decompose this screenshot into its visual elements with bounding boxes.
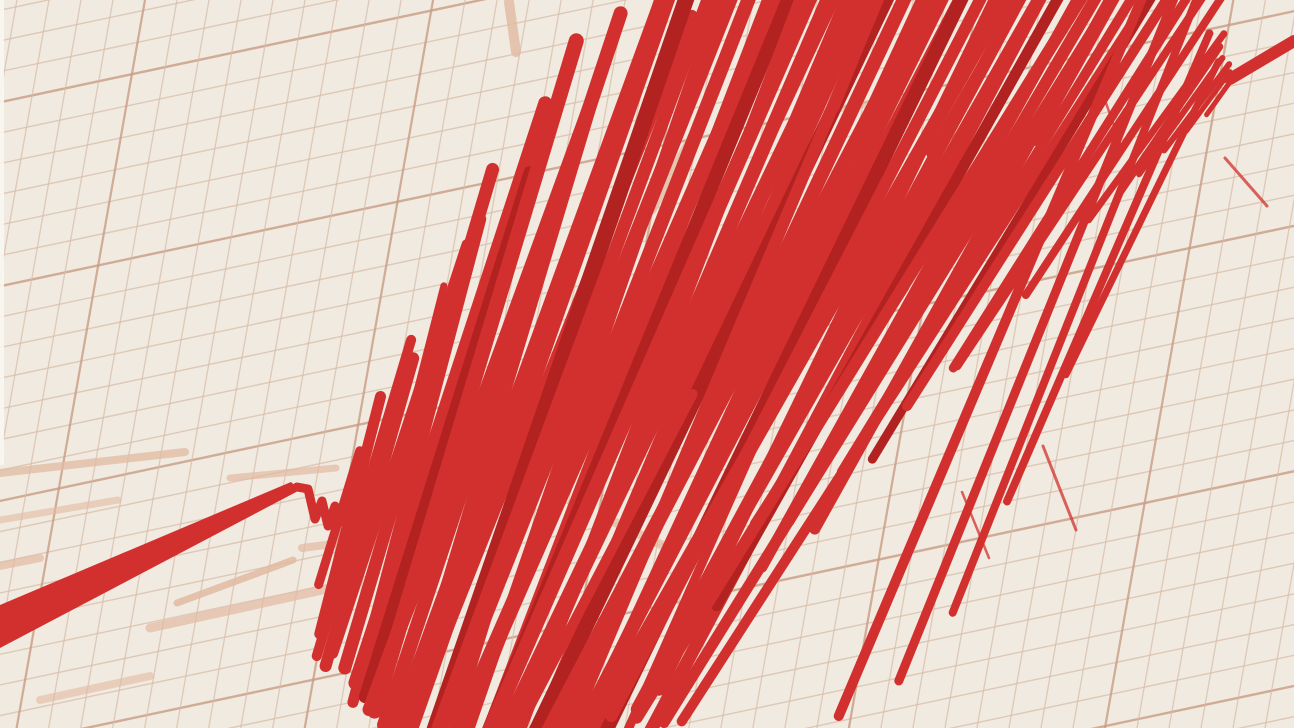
shock-stroke [833, 0, 1147, 722]
shock-stroke [658, 0, 1118, 728]
shock-stroke [497, 0, 864, 728]
shock-stroke [1021, 0, 1225, 300]
shock-stroke [1085, 30, 1228, 224]
shock-stroke [311, 334, 417, 662]
shock-stroke [583, 0, 1014, 728]
shock-stroke [348, 96, 553, 690]
hairline-stroke [960, 490, 991, 560]
shock-stroke [405, 282, 448, 425]
shock-stroke [894, 0, 1179, 686]
shock-stroke [431, 0, 715, 728]
shock-stroke [1183, 69, 1233, 134]
shock-stroke [1031, 0, 1120, 146]
shock-stroke [426, 0, 695, 728]
hairline-stroke [1041, 444, 1078, 532]
shock-stroke [381, 493, 459, 679]
p-wave-zigzag [292, 482, 347, 531]
shock-stroke [749, 284, 910, 527]
shock-stroke [1003, 29, 1214, 506]
shock-stroke [831, 0, 884, 113]
shock-stroke [529, 0, 894, 728]
shock-stroke [573, 0, 968, 728]
shock-stroke [432, 0, 738, 728]
shock-stroke [531, 0, 853, 728]
shock-stroke [530, 0, 874, 728]
shock-stroke [541, 0, 939, 728]
shock-stroke [902, 0, 1173, 412]
shock-stroke [569, 0, 663, 270]
shock-stroke [948, 0, 1201, 617]
shock-stroke [358, 166, 536, 703]
shock-stroke [623, 381, 786, 728]
hairline-stroke [1103, 98, 1123, 148]
shock-stroke [742, 0, 840, 193]
shock-stroke [553, 0, 912, 728]
hairline-stroke [1223, 156, 1269, 208]
baseline-outgoing [1224, 35, 1294, 85]
shock-stroke [1161, 61, 1233, 154]
shock-stroke [314, 391, 387, 640]
shock-stroke [482, 0, 796, 728]
shock-stroke [948, 0, 1191, 373]
shock-stroke [314, 446, 365, 590]
shock-stroke [513, 389, 698, 728]
shock-stroke [670, 0, 1044, 642]
shock-stroke [482, 0, 818, 728]
baseline-incoming [0, 482, 300, 648]
shock-stroke [482, 0, 775, 728]
shock-stroke [926, 0, 1024, 158]
